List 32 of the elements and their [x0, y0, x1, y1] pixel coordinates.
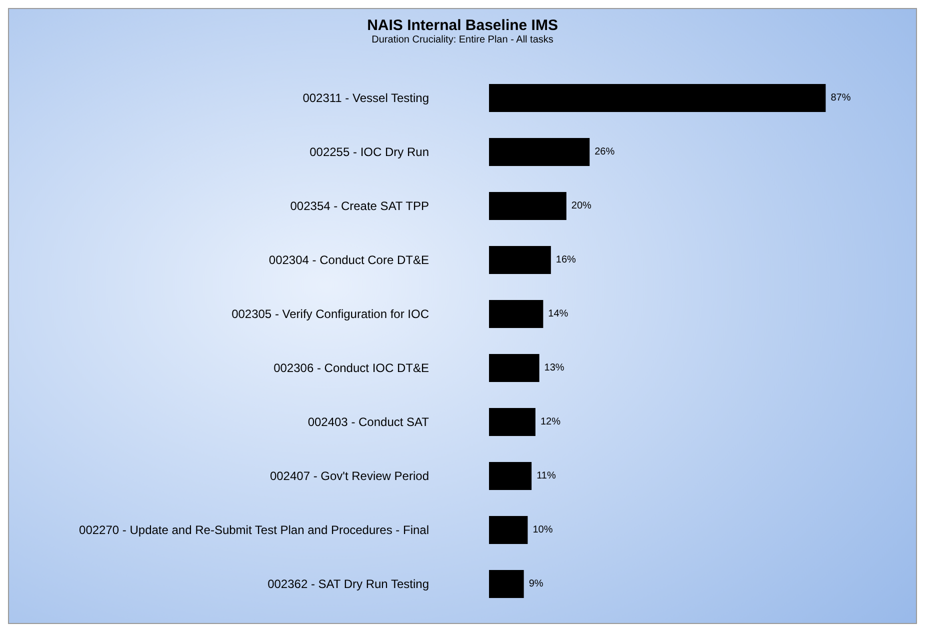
y-tick-label: 002354 - Create SAT TPP	[290, 199, 429, 213]
y-tick-label: 002362 - SAT Dry Run Testing	[268, 577, 429, 591]
bar	[489, 138, 590, 166]
data-label: 12%	[540, 416, 561, 428]
data-label: 26%	[594, 146, 615, 158]
y-tick-label: 002407 - Gov't Review Period	[270, 469, 429, 483]
chart-subtitle: Duration Cruciality: Entire Plan - All tasks	[372, 34, 554, 46]
data-label: 9%	[528, 578, 544, 590]
y-tick-label: 002403 - Conduct SAT	[308, 415, 430, 429]
y-tick-label: 002270 - Update and Re-Submit Test Plan and Procedures - Final	[79, 523, 429, 537]
bar	[489, 84, 826, 112]
data-label: 14%	[548, 308, 568, 320]
y-tick-label: 002306 - Conduct IOC DT&E	[274, 361, 429, 375]
data-label: 11%	[536, 470, 556, 482]
bar	[489, 570, 524, 598]
bar	[489, 462, 532, 490]
data-label: 87%	[830, 92, 851, 104]
bar	[489, 192, 566, 220]
y-tick-label: 002304 - Conduct Core DT&E	[268, 253, 429, 267]
bar	[489, 516, 528, 544]
data-label: 13%	[544, 362, 564, 374]
bar	[489, 354, 540, 382]
bar	[489, 408, 536, 436]
bar	[489, 246, 551, 274]
data-label: 16%	[556, 254, 576, 266]
y-tick-label: 002255 - IOC Dry Run	[310, 145, 429, 159]
data-label: 10%	[532, 524, 553, 536]
y-tick-label: 002311 - Vessel Testing	[302, 91, 429, 105]
data-label: 20%	[571, 200, 592, 212]
chart-title: NAIS Internal Baseline IMS	[367, 17, 558, 34]
y-tick-label: 002305 - Verify Configuration for IOC	[232, 307, 430, 321]
bar	[489, 300, 544, 328]
